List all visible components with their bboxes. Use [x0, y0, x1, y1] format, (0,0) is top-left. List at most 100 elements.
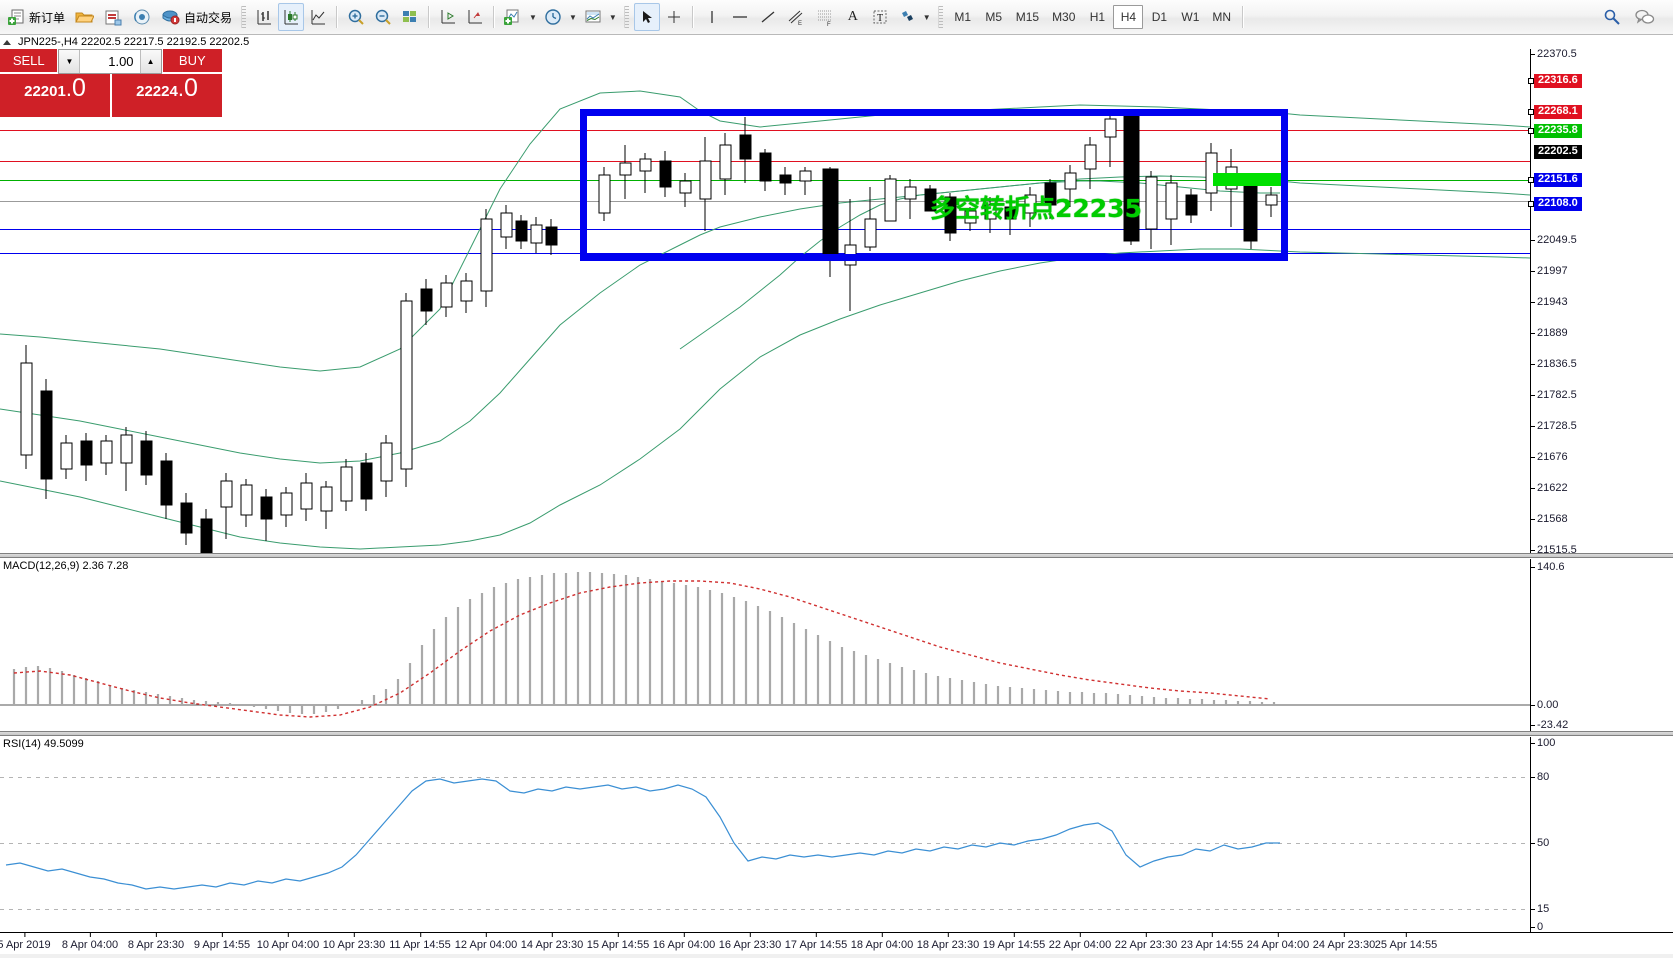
shapes-button[interactable]	[894, 3, 920, 31]
time-label-1: 8 Apr 04:00	[61, 932, 119, 951]
profiles-button[interactable]	[99, 3, 127, 31]
text-button[interactable]: A	[840, 3, 866, 31]
horizontal-line-button[interactable]	[726, 3, 754, 31]
add-indicator-dropdown[interactable]: ▼	[529, 12, 537, 22]
period-dropdown[interactable]: ▼	[568, 12, 577, 22]
text-label-button[interactable]: T	[867, 3, 893, 31]
sell-price-frac: 0	[71, 74, 86, 102]
selection-rectangle[interactable]	[580, 109, 1288, 261]
moving-average-line	[679, 180, 1280, 350]
level-line-22108[interactable]	[0, 253, 1530, 254]
buy-price-frac: 0	[183, 74, 198, 102]
level-handle-icon[interactable]	[1528, 177, 1534, 183]
add-indicator-button[interactable]	[500, 3, 526, 31]
auto-scroll-button[interactable]	[462, 3, 488, 31]
zoom-in-icon	[348, 9, 364, 25]
toolbar-grip-1[interactable]	[241, 6, 247, 28]
chart-symbol-text: JPN225-,H4 22202.5 22217.5 22192.5 22202…	[18, 36, 250, 48]
signals-button[interactable]	[128, 3, 156, 31]
toolbar-separator-3	[493, 6, 496, 28]
autotrading-button[interactable]: 自动交易	[157, 3, 236, 31]
rsi-splitter[interactable]	[0, 731, 1673, 736]
templates-dropdown[interactable]: ▼	[608, 12, 617, 22]
time-label-17: 22 Apr 23:30	[1114, 932, 1178, 951]
period-icon	[545, 9, 561, 25]
macd-plot	[0, 572, 1530, 718]
templates-button[interactable]	[580, 3, 606, 31]
rsi-tick-80: 80	[1530, 771, 1550, 783]
shapes-dropdown[interactable]: ▼	[922, 12, 931, 22]
fibonacci-button[interactable]: F	[811, 3, 839, 31]
rsi-subwindow[interactable]: RSI(14) 49.5099	[0, 737, 1530, 932]
bar-chart-button[interactable]	[251, 3, 277, 31]
triangle-up-icon[interactable]	[3, 39, 11, 45]
chart-shift-button[interactable]	[435, 3, 461, 31]
tab-timeframe-m15[interactable]: M15	[1015, 10, 1040, 24]
tab-timeframe-h1[interactable]: H1	[1089, 10, 1106, 24]
tab-timeframe-m1[interactable]: M1	[954, 10, 972, 24]
level-handle-icon[interactable]	[1528, 109, 1534, 115]
line-chart-button[interactable]	[305, 3, 331, 31]
caret-up-icon[interactable]: ▲	[139, 50, 161, 73]
tab-timeframe-h4[interactable]: H4	[1113, 5, 1144, 29]
time-label-4: 10 Apr 04:00	[256, 932, 320, 951]
search-button[interactable]	[1599, 3, 1625, 31]
level-handle-icon[interactable]	[1528, 78, 1534, 84]
tab-timeframe-m5[interactable]: M5	[985, 10, 1003, 24]
time-axis[interactable]: 5 Apr 2019 8 Apr 04:00 8 Apr 23:30 9 Apr…	[0, 932, 1673, 958]
new-order-button[interactable]: 新订单	[4, 3, 69, 31]
tab-timeframe-mn[interactable]: MN	[1212, 10, 1232, 24]
price-tick-2: 21997	[1531, 265, 1568, 277]
crosshair-button[interactable]	[661, 3, 687, 31]
vertical-line-button[interactable]	[699, 3, 725, 31]
folder-button[interactable]	[70, 3, 98, 31]
level-line-22151[interactable]	[0, 229, 1530, 230]
zoom-in-button[interactable]	[343, 3, 369, 31]
price-tick-6: 21782.5	[1531, 389, 1577, 401]
level-badge-22151[interactable]: 22151.6	[1528, 173, 1582, 187]
level-badge-22108[interactable]: 22108.0	[1528, 197, 1582, 211]
rsi-tick-0: 0	[1530, 921, 1544, 933]
green-highlight-zone[interactable]	[1213, 173, 1283, 186]
toolbar-grip-3[interactable]	[937, 6, 943, 28]
level-handle-icon[interactable]	[1528, 201, 1534, 207]
macd-histogram	[12, 572, 1276, 714]
macd-splitter[interactable]	[0, 553, 1673, 558]
zoom-out-button[interactable]	[370, 3, 396, 31]
volume-spinner[interactable]: ▼ 1.00 ▲	[58, 49, 162, 74]
cursor-button[interactable]	[633, 3, 660, 31]
price-chart-canvas[interactable]: 多空转折点22235	[0, 49, 1530, 553]
macd-subwindow[interactable]: MACD(12,26,9) 2.36 7.28	[0, 559, 1530, 731]
level-badge-22268[interactable]: 22268.1	[1528, 105, 1582, 119]
macd-tick-zero: 0.00	[1530, 699, 1559, 711]
level-line-22316[interactable]	[0, 130, 1530, 131]
tile-windows-button[interactable]	[397, 3, 423, 31]
candlestick-chart-button[interactable]	[278, 3, 305, 31]
level-badge-22316[interactable]: 22316.6	[1528, 74, 1582, 88]
trendline-button[interactable]	[755, 3, 781, 31]
tab-timeframe-m30[interactable]: M30	[1052, 10, 1076, 24]
buy-price-display[interactable]: 22224 . 0	[112, 74, 222, 117]
caret-down-icon[interactable]: ▼	[59, 50, 81, 73]
level-line-22202[interactable]	[0, 201, 1530, 202]
tab-timeframe-w1[interactable]: W1	[1181, 10, 1200, 24]
tab-timeframe-d1[interactable]: D1	[1151, 10, 1168, 24]
toolbar-grip-2[interactable]	[623, 6, 629, 28]
svg-text:F: F	[827, 22, 831, 26]
chart-annotation-text[interactable]: 多空转折点22235	[930, 194, 1142, 223]
sell-button[interactable]: SELL	[0, 49, 58, 74]
svg-text:E: E	[798, 21, 802, 26]
price-axis[interactable]: 22370.5 22049.5 21997 21943 21889 21836.…	[1528, 48, 1673, 556]
chat-button[interactable]	[1631, 3, 1659, 31]
sell-price-display[interactable]: 22201 . 0	[0, 74, 110, 117]
volume-input[interactable]: 1.00	[80, 50, 140, 73]
equidistant-channel-button[interactable]: E	[782, 3, 810, 31]
chart-symbol-header: JPN225-,H4 22202.5 22217.5 22192.5 22202…	[0, 35, 1673, 49]
hline-icon	[732, 16, 747, 18]
level-badge-22235[interactable]: 22235.8	[1528, 124, 1582, 138]
buy-button[interactable]: BUY	[162, 49, 222, 74]
period-button[interactable]	[540, 3, 566, 31]
level-handle-icon[interactable]	[1528, 128, 1534, 134]
sell-price-dot: .	[65, 76, 72, 101]
